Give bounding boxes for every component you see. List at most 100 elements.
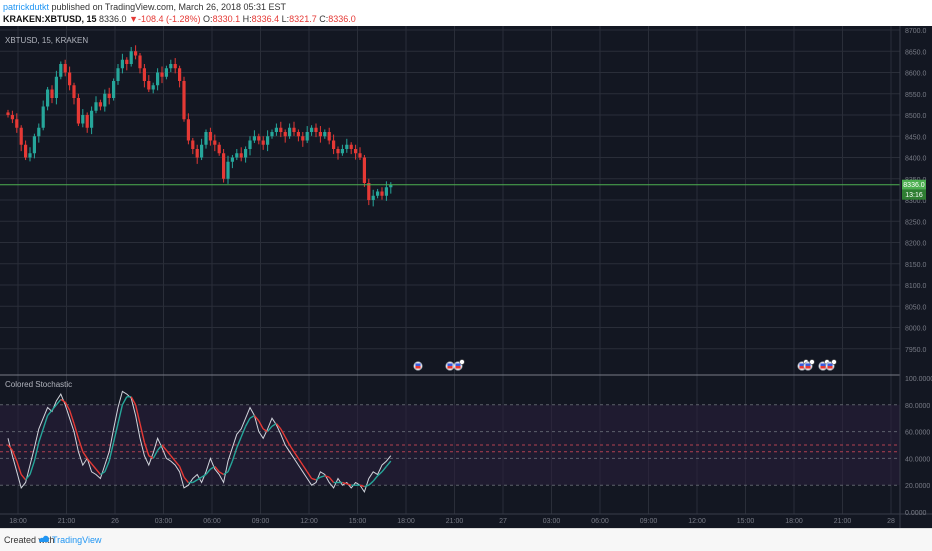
stoch-d-segment [134, 404, 141, 424]
stoch-tick-label: 60.0000 [905, 430, 930, 437]
price-tick-label: 8500.0 [905, 113, 927, 120]
stoch-d-segment [51, 404, 57, 411]
time-tick-label: 18:00 [397, 518, 415, 525]
candle [103, 93, 107, 107]
countdown-tag-box [902, 189, 926, 200]
stoch-d-segment [205, 468, 211, 475]
candle [160, 72, 164, 77]
event-flag-icon [827, 366, 833, 369]
time-tick-label: 09:00 [640, 518, 658, 525]
price-tick-label: 8550.0 [905, 92, 927, 99]
stoch-d-segment [95, 468, 101, 475]
time-tick-label: 12:00 [688, 518, 706, 525]
time-tick-label: 28 [887, 518, 895, 525]
event-flag-icon [455, 363, 461, 366]
stoch-d-segment [275, 423, 282, 430]
stoch-axis[interactable]: 0.0000 20.0000 40.0000 60.0000 80.0000 100.00… [905, 376, 932, 517]
candle [270, 132, 274, 137]
candle [41, 106, 45, 128]
price-axis[interactable]: 7950.0 8000.0 8050.0 8100.0 8150.0 8200.0 8250… [905, 28, 927, 354]
candle [244, 149, 248, 158]
stoch-d-segment [16, 460, 22, 475]
price-tick-label: 8000.0 [905, 326, 927, 333]
candle [72, 85, 76, 98]
event-flag-icon [805, 363, 811, 366]
last-price-tag: 8336.0 13:16 [902, 179, 926, 200]
candle [116, 68, 120, 81]
candle [371, 195, 375, 200]
stoch-d-segment [284, 436, 291, 446]
candle [125, 59, 129, 64]
stoch-d-segment [117, 404, 124, 424]
author-link[interactable]: patrickdutkt [3, 2, 50, 12]
candle [94, 102, 98, 111]
candles [6, 45, 393, 207]
stoch-d-segment [143, 442, 150, 456]
candle [358, 153, 362, 158]
candle [191, 140, 195, 149]
stoch-d-segment [47, 409, 53, 416]
stoch-d-segment [174, 460, 181, 467]
stoch-d-segment [7, 444, 13, 451]
high-value: 8336.4 [251, 14, 280, 24]
stoch-d-segment [253, 415, 260, 422]
stoch-d-segment [311, 477, 317, 481]
stoch-d-segment [368, 480, 374, 486]
candle [173, 64, 177, 69]
candle [204, 132, 208, 145]
candle [257, 136, 261, 141]
candle [63, 64, 67, 73]
stoch-d-segment [192, 479, 198, 484]
candle [120, 59, 124, 69]
candle [213, 140, 217, 145]
time-tick-label: 21:00 [834, 518, 852, 525]
last-price-tag-box [902, 179, 926, 190]
event-flag-icon [447, 363, 453, 366]
stoch-d-segment [302, 464, 308, 473]
candle [345, 144, 349, 149]
candle [24, 144, 28, 158]
stoch-d-segment [68, 409, 75, 424]
chart-area[interactable]: 7950.0 8000.0 8050.0 8100.0 8150.0 8200.0 8250… [0, 26, 932, 528]
stoch-d-segment [73, 423, 80, 439]
pane-title: XBTUSD, 15, KRAKEN [5, 36, 88, 45]
event-flag-icon [447, 366, 453, 369]
time-tick-label: 12:00 [300, 518, 318, 525]
price-change: -108.4 (-1.28%) [138, 14, 201, 24]
candle [305, 132, 309, 141]
candle [318, 132, 322, 137]
price-tick-label: 8450.0 [905, 134, 927, 141]
stoch-d-segment [320, 475, 326, 478]
stoch-tick-label: 20.0000 [905, 483, 930, 490]
candle [323, 132, 327, 137]
time-tick-label: 03:00 [543, 518, 561, 525]
candle [156, 72, 160, 86]
chart-canvas[interactable]: 7950.0 8000.0 8050.0 8100.0 8150.0 8200.0 8250… [0, 26, 932, 528]
publish-info: published on TradingView.com, March 26, … [49, 2, 287, 12]
candle [235, 153, 239, 158]
price-tick-label: 8300.0 [905, 198, 927, 205]
stoch-d-segment [280, 428, 286, 438]
time-axis[interactable]: 18:00 21:00 26 03:00 06:00 09:00 12:00 15:00 18:… [9, 518, 895, 525]
stoch-tick-label: 100.0000 [905, 376, 932, 383]
stoch-d-segment [183, 476, 189, 483]
candle [182, 81, 186, 120]
stoch-d-segment [178, 466, 185, 478]
footer: Created with TradingView [0, 528, 932, 551]
chart-header: patrickdutkt published on TradingView.co… [0, 0, 932, 26]
tradingview-brand[interactable]: TradingView [52, 535, 102, 545]
event-flag-icon [820, 366, 826, 369]
stoch-d-segment [372, 475, 379, 482]
price-tick-label: 8150.0 [905, 262, 927, 269]
candle [85, 115, 89, 128]
candle [19, 127, 23, 145]
price-tick-label: 8700.0 [905, 28, 927, 35]
stoch-d-segment [297, 458, 304, 466]
candle [389, 184, 393, 188]
stoch-d-segment [77, 438, 84, 452]
stoch-d-segment [86, 457, 93, 465]
stoch-d-segment [381, 465, 387, 473]
candle [90, 110, 94, 128]
time-tick-label: 15:00 [349, 518, 367, 525]
stoch-d-segment [223, 471, 229, 476]
